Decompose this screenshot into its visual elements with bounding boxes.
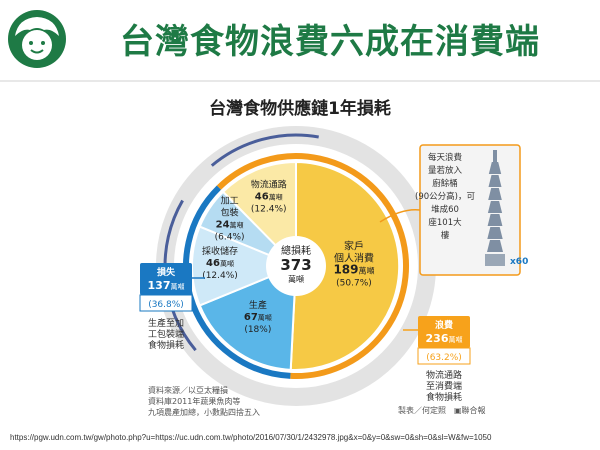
tower-note-line: 廚餘桶 xyxy=(432,178,458,189)
waste-percent: (63.2%) xyxy=(426,353,462,363)
loss-desc: 食物損耗 xyxy=(148,339,184,351)
total-label: 總損耗 xyxy=(281,244,311,257)
slide-title: 台灣食物浪費六成在消費端 xyxy=(120,22,540,62)
tower-note-line: 每天浪費 xyxy=(428,152,463,163)
chart-title: 台灣食物供應鏈1年損耗 xyxy=(209,99,391,119)
tower-segment xyxy=(487,201,503,213)
waste-value: 236萬噸 xyxy=(426,332,463,345)
slice-name: 物流通路 xyxy=(251,178,287,190)
source-line: 資料庫2011年蔬果魚肉等 xyxy=(148,397,241,406)
slice-name: 生產 xyxy=(249,299,267,311)
slice-name: 包裝 xyxy=(221,206,239,218)
loss-percent: (36.8%) xyxy=(148,300,184,310)
tower-segment xyxy=(487,227,503,239)
waste-callout-box xyxy=(418,316,470,348)
flow-arrow xyxy=(210,133,319,167)
slice-value: 67萬噸 xyxy=(244,312,272,323)
total-unit: 萬噸 xyxy=(288,274,304,284)
waste-desc: 至消費端 xyxy=(426,380,462,392)
slice-value: 46萬噸 xyxy=(255,191,283,202)
source-line: 資料來源／以亞太糧損 xyxy=(148,386,228,395)
slice-percent: (6.4%) xyxy=(215,232,245,242)
slice-value: 24萬噸 xyxy=(216,219,244,230)
waste-label: 浪費 xyxy=(435,319,453,331)
center-disc xyxy=(266,236,326,296)
waste-ring xyxy=(216,153,409,379)
waste-percent-box xyxy=(417,347,471,365)
tower-segment xyxy=(488,162,502,174)
tower-multiplier: x60 xyxy=(510,257,528,267)
tower-segment xyxy=(488,175,502,187)
slice-percent: (12.4%) xyxy=(251,204,287,214)
source-note: 資料來源／以亞太糧損 資料庫2011年蔬果魚肉等 九項農產加總，小數點四捨五入 xyxy=(148,385,260,418)
tower-segment xyxy=(488,188,502,200)
loss-desc: 生產至加 xyxy=(148,317,184,329)
title-divider xyxy=(0,80,600,82)
tower-segment xyxy=(487,240,503,252)
tower-note-line: 樓 xyxy=(441,230,450,241)
waste-desc: 物流通路 xyxy=(426,369,462,381)
loss-label: 損失 xyxy=(157,266,176,278)
tower-note-line: (90公分高)，可 xyxy=(415,191,475,202)
slice-value: 46萬噸 xyxy=(206,258,234,269)
footer-url: https://pgw.udn.com.tw/gw/photo.php?u=ht… xyxy=(10,433,492,442)
loss-desc: 工包裝端 xyxy=(148,328,184,340)
slice-name: 加工 xyxy=(221,195,239,206)
loss-percent-box xyxy=(139,294,193,312)
tower-note-line: 座101大 xyxy=(428,217,462,228)
pie-slice xyxy=(289,160,401,371)
total-value: 373 xyxy=(280,256,311,274)
pie-slice xyxy=(221,160,297,269)
pie-slice xyxy=(198,264,298,371)
tower-segment xyxy=(487,214,503,226)
source-line: 九項農產加總，小數點四捨五入 xyxy=(148,408,260,417)
slice-name: 個人消費 xyxy=(334,251,374,264)
taipei-101-icon xyxy=(485,150,505,266)
waste-desc: 食物損耗 xyxy=(426,391,462,403)
slice-name: 家戶 xyxy=(344,239,364,252)
loss-callout-box xyxy=(140,263,192,295)
loss-ring xyxy=(183,185,291,379)
tower-note-line: 堆成60 xyxy=(431,204,459,215)
loss-value: 137萬噸 xyxy=(148,279,185,292)
logo-icon xyxy=(8,10,66,68)
tower-base xyxy=(485,254,505,266)
tower-connector xyxy=(379,209,421,223)
tower-note-line: 量若放入 xyxy=(428,165,463,176)
tower-spire xyxy=(493,150,497,162)
slice-percent: (12.4%) xyxy=(202,271,238,281)
slice-name: 採收儲存 xyxy=(202,245,238,257)
credits: 製表／何定照 ▣聯合報 xyxy=(398,406,486,415)
slice-percent: (50.7%) xyxy=(336,278,372,288)
slice-value: 189萬噸 xyxy=(333,262,374,276)
slice-percent: (18%) xyxy=(244,325,271,335)
